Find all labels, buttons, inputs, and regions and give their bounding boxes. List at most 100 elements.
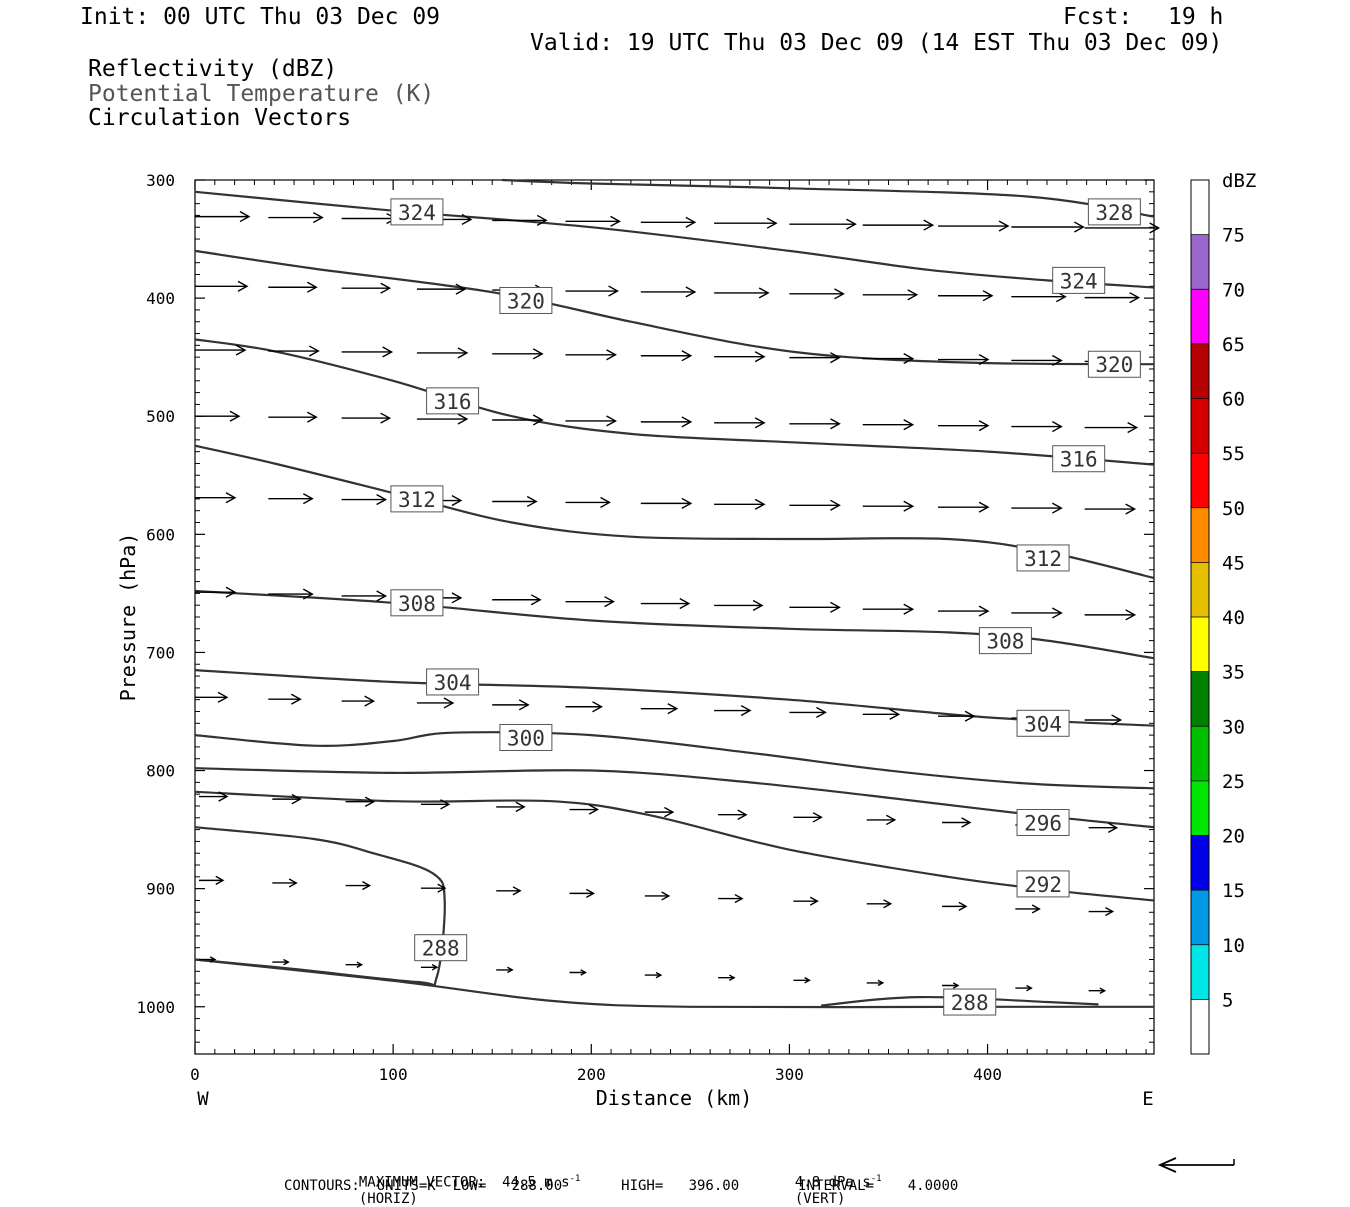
wind-vector-head bbox=[754, 417, 766, 429]
wind-vector-head bbox=[306, 281, 318, 293]
wind-vector-head bbox=[804, 977, 811, 984]
contour-304 bbox=[194, 669, 1155, 727]
contour-308 bbox=[194, 589, 1155, 660]
contour-label-box bbox=[390, 198, 444, 226]
wind-vector-head bbox=[1074, 221, 1085, 233]
wind-vector-head bbox=[364, 796, 376, 807]
wind-vector-head bbox=[1125, 609, 1137, 621]
wind-vector-head bbox=[290, 693, 302, 705]
colorbar-swatch bbox=[1191, 398, 1209, 454]
contour-label-box bbox=[426, 387, 480, 415]
wind-vector-head bbox=[877, 979, 885, 987]
contour-label-box bbox=[978, 627, 1032, 655]
x-axis-title: Distance (km) bbox=[596, 1086, 753, 1110]
wind-vector-head bbox=[588, 804, 599, 815]
contour-label: 308 bbox=[398, 592, 436, 616]
wind-vector-head bbox=[1125, 503, 1137, 515]
colorbar-swatch bbox=[1191, 234, 1209, 290]
wind-vector-head bbox=[530, 594, 542, 606]
wind-vector-head bbox=[209, 956, 217, 963]
colorbar-tick-label: 45 bbox=[1222, 552, 1245, 574]
wind-vector-head bbox=[356, 961, 364, 968]
wind-vector-head bbox=[740, 704, 752, 717]
colorbar-labels: 5 10 15 20 25 30 35 40 45 50 55 60 65 70 75 bbox=[1222, 225, 1245, 1012]
wind-vector-head bbox=[737, 809, 748, 820]
wind-vector-head bbox=[830, 352, 841, 364]
x-tick-label: 100 bbox=[379, 1065, 408, 1084]
y-tick-label: 700 bbox=[146, 643, 175, 662]
contour-label: 288 bbox=[951, 991, 989, 1015]
contour-label-box bbox=[499, 723, 553, 751]
horiz-unit-superscript: -1 bbox=[569, 1174, 581, 1184]
colorbar-swatch bbox=[1191, 671, 1209, 727]
wind-vector-head bbox=[604, 596, 615, 608]
contour-label-box bbox=[499, 286, 553, 314]
contour-320 bbox=[194, 249, 1155, 366]
colorbar-tick-label: 40 bbox=[1222, 607, 1245, 629]
contour-label: 328 bbox=[1095, 201, 1133, 225]
wind-vector-head bbox=[585, 888, 595, 898]
wind-vector-head bbox=[1026, 984, 1033, 992]
wind-vector-head bbox=[451, 494, 463, 507]
wind-vector-head bbox=[306, 411, 318, 423]
wind-vector-head bbox=[443, 697, 455, 709]
wind-vector-head bbox=[885, 814, 897, 826]
contour-label-box bbox=[426, 668, 480, 696]
wind-vector-head bbox=[1099, 987, 1107, 994]
contour-288 bbox=[194, 958, 1154, 1009]
colorbar-tick-label: 70 bbox=[1222, 279, 1245, 301]
y-tick-label: 600 bbox=[146, 525, 175, 544]
wind-vector-head bbox=[376, 590, 388, 602]
wind-vector-head bbox=[382, 346, 394, 358]
wind-vector-head bbox=[1052, 607, 1063, 619]
wind-vector-head bbox=[239, 211, 251, 223]
contour-label: 292 bbox=[1024, 873, 1062, 897]
init-time: Init: 00 UTC Thu 03 Dec 09 bbox=[80, 4, 441, 30]
plot-frame bbox=[194, 179, 1155, 1055]
wind-vector-head bbox=[1107, 822, 1119, 833]
max-vector-text: MAXIMUM VECTOR: 44.5 m s-1 (HORIZ) bbox=[342, 1158, 581, 1207]
colorbar-swatch bbox=[1191, 999, 1209, 1054]
wind-vector-head bbox=[1052, 354, 1063, 367]
wind-vector-head bbox=[217, 691, 229, 703]
x-tick-label: 0 bbox=[190, 1065, 200, 1084]
contour-label-box bbox=[1087, 350, 1141, 378]
wind-vector-head bbox=[664, 806, 675, 818]
colorbar-swatch bbox=[1191, 343, 1209, 399]
wind-vector-head bbox=[1105, 906, 1115, 917]
wind-vector-head bbox=[964, 710, 976, 722]
wind-vector-head bbox=[235, 344, 247, 356]
contours-info: CONTOURS: UNITS=K LOW= 288.00 HIGH= 396.… bbox=[284, 1178, 959, 1194]
wind-vector-head bbox=[532, 414, 544, 426]
contour-300 bbox=[194, 731, 1155, 790]
wind-vector-head bbox=[229, 410, 241, 422]
contour-label: 288 bbox=[422, 937, 460, 961]
wind-vector-head bbox=[532, 348, 544, 360]
wind-vector-head bbox=[883, 899, 893, 909]
wind-vector-head bbox=[681, 350, 693, 362]
contour-label-box bbox=[1016, 544, 1070, 572]
contour-316 bbox=[194, 338, 1155, 466]
x-tick-label: 200 bbox=[577, 1065, 606, 1084]
x-tick-label: 400 bbox=[973, 1065, 1002, 1084]
wind-vector-head bbox=[809, 896, 819, 906]
wind-vector-head bbox=[728, 974, 736, 981]
colorbar-tick-label: 50 bbox=[1222, 498, 1245, 520]
wind-vector-head bbox=[681, 497, 693, 509]
contour-328 bbox=[502, 178, 1155, 218]
wind-vector-head bbox=[766, 217, 778, 229]
wind-vector-head bbox=[237, 280, 249, 292]
contour-label: 312 bbox=[1024, 547, 1062, 571]
wind-vector-head bbox=[608, 285, 619, 297]
wind-vector-head bbox=[978, 353, 990, 366]
colorbar-tick-label: 35 bbox=[1222, 662, 1245, 684]
x-axis-west-label: W bbox=[197, 1088, 209, 1110]
wind-vector-head bbox=[592, 701, 603, 713]
wind-vector-head bbox=[376, 494, 388, 506]
contour-label: 304 bbox=[1024, 712, 1062, 736]
wind-vector-head bbox=[312, 211, 324, 224]
wind-vector-head bbox=[218, 791, 229, 802]
wind-vector-head bbox=[754, 498, 766, 510]
colorbar-swatch bbox=[1191, 180, 1209, 235]
x-tick-label: 300 bbox=[775, 1065, 804, 1084]
